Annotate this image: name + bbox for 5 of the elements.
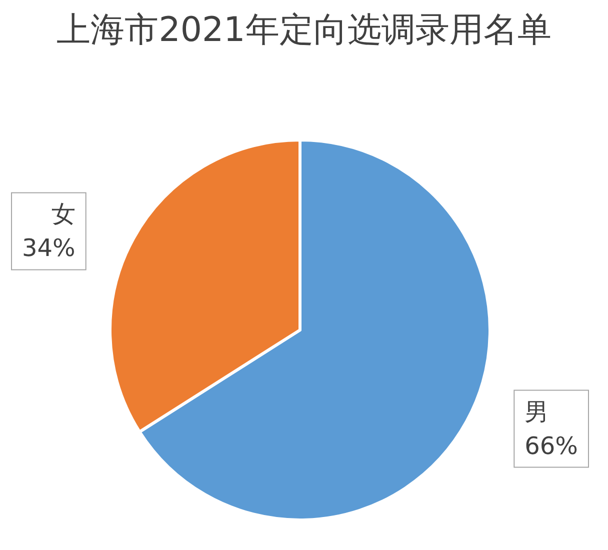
slice-label: 女 [51,200,76,228]
chart-title: 上海市2021年定向选调录用名单 [56,10,552,50]
data-label: 34% [22,234,76,262]
data-label: 66% [524,432,578,460]
slice-label: 男 [524,398,549,426]
